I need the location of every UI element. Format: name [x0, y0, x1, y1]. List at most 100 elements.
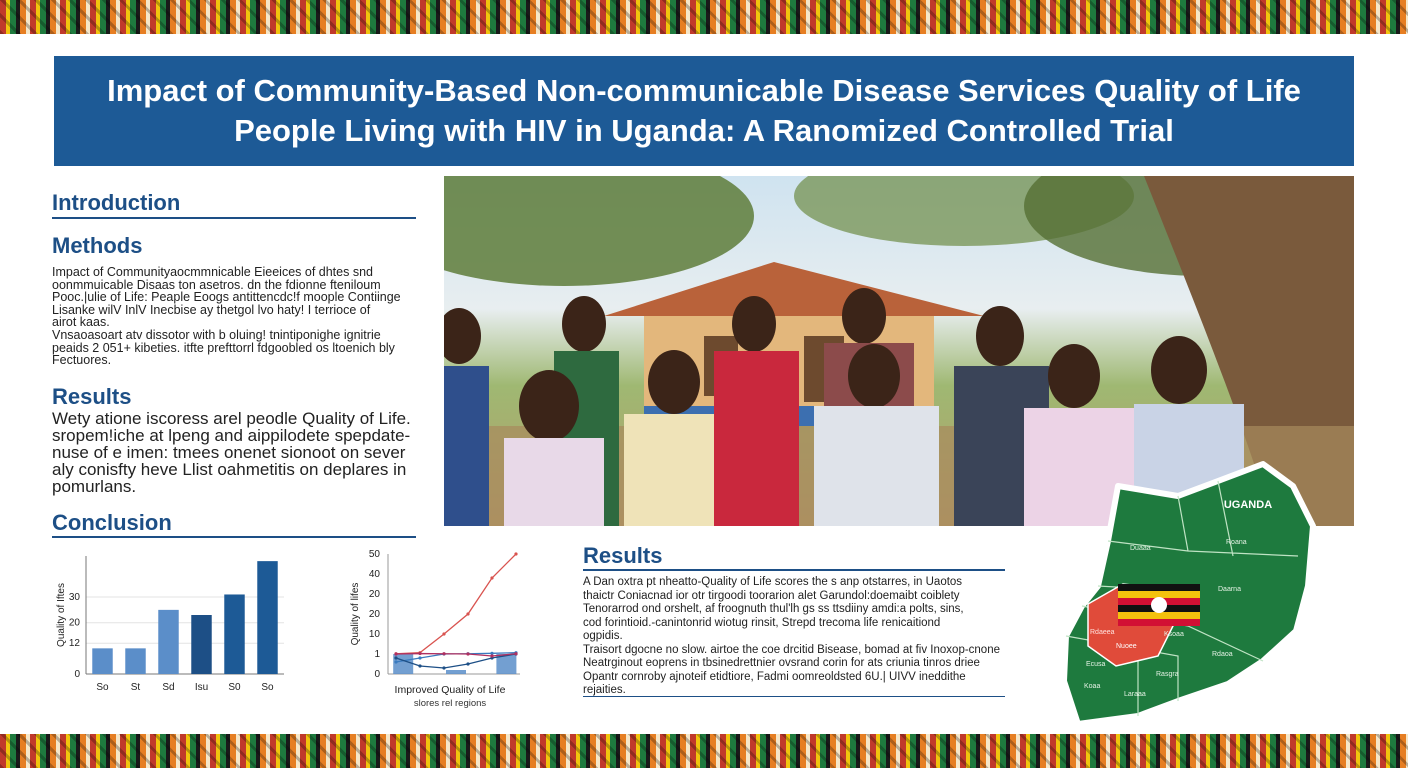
people-silhouettes: [444, 288, 1244, 526]
methods-heading: Methods: [52, 233, 143, 258]
line-chart-point: [466, 652, 470, 656]
line-chart-y-tick-label: 20: [369, 589, 381, 600]
bar-chart-y-tick-label: 12: [69, 638, 81, 649]
results-rule-top: [583, 569, 1005, 571]
map-region-label: Rdaeea: [1090, 629, 1115, 636]
line-chart-point: [514, 652, 518, 656]
bar-chart-bar: [224, 594, 245, 674]
map-region-label: Duaaa: [1130, 545, 1151, 552]
line-chart-y-tick-label: 20: [369, 609, 381, 620]
line-chart-point: [394, 660, 398, 664]
bar-chart-category-label: Isu: [195, 682, 208, 693]
poster-title-line-1: Impact of Community-Based Non-communicab…: [107, 73, 1301, 108]
line-chart-y-tick-label: 1: [374, 649, 380, 660]
introduction-heading: Introduction: [52, 190, 181, 215]
methods-text-line: Pooc.|ulie of Life: Peaple Eoogs antitte…: [52, 290, 401, 305]
methods-text-line: airot kaas.: [52, 315, 110, 330]
line-chart-point: [514, 552, 518, 556]
uganda-map-title: UGANDA: [1224, 499, 1272, 511]
results-rule-bottom: [583, 696, 1005, 697]
results-text-line: pomurlans.: [52, 477, 137, 496]
line-chart-y-axis-label: Quality of lifes: [350, 583, 361, 646]
bar-chart-category-label: Sd: [162, 682, 174, 693]
bar-chart-category-label: So: [96, 682, 109, 693]
line-chart-y-tick-label: 40: [369, 569, 381, 580]
line-chart-point: [466, 662, 470, 666]
bar-chart-y-tick-label: 20: [69, 618, 81, 629]
line-chart-point: [490, 576, 494, 580]
poster-title-banner: Impact of Community-Based Non-communicab…: [54, 56, 1354, 166]
results-right-text-line: A Dan oxtra pt nheatto-Quality of Life s…: [583, 576, 963, 588]
bar-chart-y-axis-label: Quality of Iftes: [56, 583, 67, 647]
results-right-text-line: Neatrginout eoprens in tbsinedrettnier o…: [583, 657, 980, 669]
line-chart-point: [418, 651, 422, 656]
results-right-text-line: rejaities.: [583, 684, 626, 696]
line-chart-point: [442, 666, 446, 670]
bar-chart-bar: [191, 615, 212, 674]
decorative-pattern-band-bottom: [0, 734, 1408, 768]
uganda-flag-icon: [1118, 584, 1200, 626]
map-region-label: Rasgra: [1156, 671, 1179, 678]
results-text-line: sropem!iche at lpeng and aippilodete spe…: [52, 426, 411, 445]
methods-text-line: Lisanke wilV InlV Inecbise ay thetgol lv…: [52, 302, 371, 317]
line-chart-y-tick-label: 50: [369, 549, 381, 560]
map-region-label: Laraaa: [1124, 691, 1146, 698]
results-right-text-line: ogpidis.: [583, 630, 623, 642]
methods-text-line: Vnsaoasoart atv dissotor with b oluing! …: [52, 327, 381, 342]
map-region-label: Daarna: [1218, 586, 1241, 593]
results-right-text-line: thaictr Coniacnad ior otr tirgoodi toora…: [583, 589, 960, 602]
bar-chart-category-label: S0: [228, 682, 241, 693]
results-right-text-line: Tenorarrod ond orshelt, af froognuth thu…: [583, 603, 964, 615]
line-chart-bar: [446, 670, 466, 674]
bar-chart-category-label: So: [261, 682, 274, 693]
line-chart-point: [418, 656, 422, 660]
line-chart-point: [490, 651, 494, 655]
results-body-left: Wety atione iscoress arel peodle Quality…: [52, 410, 422, 495]
map-region-label: Ecusa: [1086, 661, 1106, 668]
bar-chart-y-tick-label: 0: [74, 669, 80, 680]
methods-text-line: peaids 2 051+ kibeties. itfte prefttorrl…: [52, 340, 395, 355]
bar-chart-bar: [257, 561, 278, 674]
results-right-text-line: Opantr cornroby ajnoteif etidtiore, Fadm…: [583, 670, 966, 683]
results-right-text-line: Traisort dgocne no slow. airtoe the coe …: [583, 643, 1000, 656]
line-chart-point: [394, 652, 398, 656]
results-right-text-line: cod forintioid.-canintonrid wiotug rinsi…: [583, 616, 941, 629]
line-chart-series-line: [395, 653, 517, 669]
line-chart: Quality of lifes 0 1 10 20 20 40 50 Improved Q…: [350, 549, 520, 709]
map-region-label: Koaa: [1084, 683, 1100, 690]
bar-chart-bar: [158, 609, 179, 674]
line-chart-point: [442, 632, 446, 636]
decorative-pattern-band-top: [0, 0, 1408, 34]
uganda-map: UGANDA Duaaa Roana Daarna Rdaeea Ksoaa N…: [1061, 461, 1316, 727]
line-chart-bar: [496, 654, 517, 674]
methods-text-line: oonmmuicable Disaas ton asetros. dn the …: [52, 277, 381, 292]
line-chart-point: [466, 612, 470, 616]
map-region-label: Roana: [1226, 539, 1247, 546]
line-chart-series-line: [395, 553, 517, 655]
results-text-line: Wety atione iscoress arel peodle Quality…: [52, 409, 411, 428]
map-region-label: Rdaoa: [1212, 651, 1233, 658]
bar-chart-bar: [125, 648, 146, 674]
map-region-label: Ksoaa: [1164, 631, 1184, 638]
results-heading-right: Results: [583, 543, 663, 568]
line-chart-point: [394, 656, 398, 660]
methods-text-line: Fectuores.: [52, 353, 112, 368]
line-chart-point: [418, 664, 422, 668]
poster-title-line-2: People Living with HIV in Uganda: A Rano…: [234, 113, 1174, 148]
line-chart-caption-line-2: slores rel regions: [414, 698, 487, 709]
bar-chart: Quality of Iftes 0 12 20 30 So St Sd Isu S0 So: [56, 556, 284, 693]
bar-chart-y-tick-label: 30: [69, 592, 81, 603]
results-text-line: aly conisfty heve Llist oahmetitis on de…: [52, 460, 407, 479]
results-body-right: A Dan oxtra pt nheatto-Quality of Life s…: [583, 576, 1013, 698]
introduction-rule: [52, 217, 416, 219]
methods-body: Impact of Communityaocmmnicable Eieeices…: [52, 266, 422, 367]
results-heading-left: Results: [52, 384, 132, 409]
bar-chart-category-label: St: [131, 682, 141, 693]
bar-chart-bar: [92, 648, 113, 674]
line-chart-y-tick-label: 10: [369, 629, 381, 640]
line-chart-y-tick-label: 0: [374, 669, 380, 680]
map-region-label: Nuoee: [1116, 643, 1137, 650]
conclusion-heading: Conclusion: [52, 510, 172, 535]
methods-text-line: Impact of Communityaocmmnicable Eieeices…: [52, 265, 373, 279]
line-chart-series-line: [395, 652, 517, 657]
